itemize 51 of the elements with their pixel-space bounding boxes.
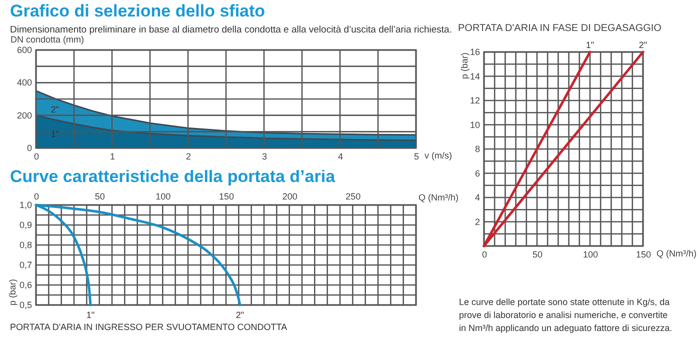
x-tick-label: 150 bbox=[636, 250, 652, 260]
y-tick-label: 0,8 bbox=[19, 240, 32, 250]
x-tick-label: 50 bbox=[94, 192, 105, 202]
y-tick-label: 8 bbox=[474, 144, 480, 154]
x-axis-title: Q (Nm³/h) bbox=[656, 248, 696, 258]
y-tick-label: 16 bbox=[470, 47, 480, 57]
x-tick-label: 3 bbox=[262, 152, 268, 162]
y-tick-label: 400 bbox=[16, 78, 32, 88]
chart-subtitle: Dimensionamento preliminare in base al diametro della condotta e alla velocità d’uscita dell’aria richiesta. bbox=[10, 24, 452, 36]
chart-title: Grafico di selezione dello sfiato bbox=[10, 2, 266, 20]
y-axis-title: p (bar) bbox=[8, 278, 18, 306]
x-tick-label: 0 bbox=[34, 152, 40, 162]
y-tick-label: 6 bbox=[474, 168, 480, 178]
series-label: 2" bbox=[638, 40, 648, 50]
series-label: 1" bbox=[86, 310, 95, 320]
x-tick-label: 200 bbox=[282, 192, 298, 202]
x-tick-label: 150 bbox=[218, 192, 234, 202]
y-tick-label: 10 bbox=[470, 120, 480, 130]
y-tick-label: 1,0 bbox=[19, 200, 32, 210]
x-axis-title: v (m/s) bbox=[424, 150, 452, 160]
series-label: 2" bbox=[50, 104, 60, 114]
y-tick-label: 14 bbox=[470, 71, 480, 82]
x-axis-title: Q (Nm³/h) bbox=[418, 192, 458, 202]
chart-title: Curve caratteristiche della portata d’aria bbox=[10, 167, 336, 186]
x-tick-label: 1 bbox=[110, 152, 116, 162]
x-tick-label: 0 bbox=[34, 192, 40, 202]
y-tick-label: 0,5 bbox=[19, 300, 32, 310]
x-tick-label: 250 bbox=[346, 192, 361, 202]
y-tick-label: 0,6 bbox=[19, 280, 32, 290]
y-axis-title: p (bar) bbox=[460, 52, 470, 80]
x-tick-label: 100 bbox=[156, 192, 171, 202]
x-tick-label: 4 bbox=[338, 152, 344, 162]
x-tick-label: 0 bbox=[482, 250, 488, 260]
text: PORTATA D'ARIA IN INGRESSO PER SVUOTAMENTO CONDOTTA bbox=[10, 322, 288, 332]
y-tick-label: 0 bbox=[26, 143, 32, 153]
x-tick-label: 2 bbox=[186, 152, 192, 162]
y-tick-label: 0,7 bbox=[19, 260, 32, 270]
x-tick-label: 50 bbox=[532, 250, 543, 260]
y-tick-label: 600 bbox=[16, 45, 32, 55]
series-label: 1" bbox=[586, 40, 594, 50]
y-tick-label: 12 bbox=[470, 96, 480, 106]
y-tick-label: 2 bbox=[474, 216, 480, 227]
series-label: 1" bbox=[50, 128, 60, 139]
series-label: 2" bbox=[236, 310, 244, 320]
chart-title: PORTATA D'ARIA IN FASE DI DEGASAGGIO bbox=[458, 23, 662, 34]
y-tick-label: 0,9 bbox=[19, 220, 32, 230]
text: Le curve delle portate sono state ottenute in Kg/s, da prove di laboratorio e analisi numeriche, e convertite in Nm³/h applicando un adeguato fattore di sicurezza. bbox=[459, 297, 672, 333]
y-tick-label: 200 bbox=[16, 110, 32, 120]
x-tick-label: 100 bbox=[582, 250, 598, 260]
y-axis-title: DN condotta (mm) bbox=[10, 34, 84, 44]
x-tick-label: 5 bbox=[414, 152, 420, 162]
